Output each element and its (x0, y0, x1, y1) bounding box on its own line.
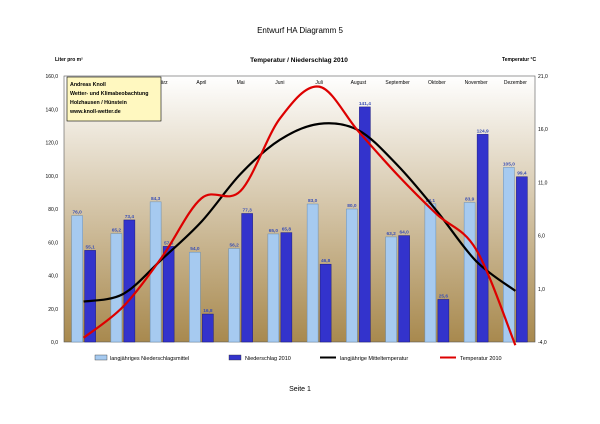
left-tick-label: 100,0 (45, 174, 58, 180)
bar-niederschlag-2010 (437, 299, 450, 343)
category-label-juni: Juni (275, 80, 284, 86)
left-tick-label: 60,0 (48, 240, 58, 246)
category-label-juli: Juli (315, 80, 323, 86)
chart-title: Temperatur / Niederschlag 2010 (250, 57, 348, 64)
bar-value-label: 57,5 (164, 240, 174, 246)
bar-value-label: 16,8 (203, 308, 213, 314)
left-tick-label: 140,0 (45, 107, 58, 113)
category-label-mai: Mai (237, 80, 245, 86)
bar-value-label: 77,3 (242, 207, 252, 213)
bar-langjaehriges-niederschlagsmittel (346, 208, 358, 343)
bar-langjaehriges-niederschlagsmittel (228, 248, 240, 343)
right-tick-label: -4,0 (538, 340, 547, 346)
bar-langjaehriges-niederschlagsmittel (71, 215, 83, 343)
bar-langjaehriges-niederschlagsmittel (306, 203, 319, 343)
category-label-oktober: Oktober (428, 80, 446, 86)
left-tick-label: 80,0 (48, 207, 58, 213)
bar-value-label: 55,1 (85, 244, 95, 250)
bar-langjaehriges-niederschlagsmittel (267, 233, 280, 343)
bar-niederschlag-2010 (123, 219, 136, 343)
bar-value-label: 124,9 (477, 128, 489, 134)
category-label-november: November (465, 80, 488, 86)
bar-value-label: 99,4 (517, 171, 527, 177)
legend-label-avg-temp: langjährige Mitteltemperatur (340, 356, 408, 362)
bar-niederschlag-2010 (202, 313, 214, 343)
bar-langjaehriges-niederschlagsmittel (503, 167, 515, 343)
bar-langjaehriges-niederschlagsmittel (463, 202, 476, 343)
document-title: Entwurf HA Diagramm 5 (257, 26, 343, 35)
line-temperatur-2010 (82, 85, 517, 346)
left-tick-label: 160,0 (45, 74, 58, 80)
bar-niederschlag-2010 (241, 213, 253, 343)
bar-value-label: 80,0 (347, 203, 357, 209)
legend-swatch-avg-precip (94, 354, 108, 361)
bar-value-label: 105,0 (503, 161, 515, 167)
bar-niederschlag-2010 (476, 134, 489, 343)
bar-niederschlag-2010 (162, 246, 175, 343)
bar-value-label: 141,4 (359, 101, 371, 107)
left-axis-label: Liter pro m² (55, 57, 83, 63)
bar-value-label: 84,3 (151, 196, 161, 202)
right-tick-label: 11,0 (538, 180, 548, 186)
right-tick-label: 6,0 (538, 234, 545, 240)
annotation-line-2: Wetter- und Klimabeobachtung (70, 91, 148, 97)
annotation-line-1: Andreas Knoll (70, 82, 106, 88)
legend: langjähriges Niederschlagsmittel Nieders… (94, 354, 502, 362)
left-tick-label: 120,0 (45, 141, 58, 147)
document-footer: Seite 1 (289, 386, 311, 393)
bar-niederschlag-2010 (84, 250, 96, 343)
annotation-line-3: Holzhausen / Hünstein (70, 100, 127, 106)
bar-value-label: 73,4 (125, 214, 135, 220)
bar-value-label: 65,8 (282, 227, 292, 233)
right-tick-label: 16,0 (538, 127, 548, 133)
bar-value-label: 83,9 (465, 197, 475, 203)
bar-niederschlag-2010 (516, 176, 528, 343)
annotation-box: Andreas Knoll Wetter- und Klimabeobachtu… (66, 76, 162, 122)
bar-value-label: 76,0 (72, 210, 82, 216)
right-axis-label: Temperatur °C (502, 57, 537, 63)
bar-niederschlag-2010 (280, 232, 293, 343)
bar-value-label: 64,0 (399, 230, 409, 236)
legend-label-precip-2010: Niederschlag 2010 (245, 356, 291, 362)
right-tick-label: 21,0 (538, 74, 548, 80)
bar-value-label: 46,8 (321, 258, 331, 264)
bar-niederschlag-2010 (319, 263, 332, 343)
bar-value-label: 25,6 (439, 293, 449, 299)
legend-swatch-precip-2010 (228, 354, 242, 361)
annotation-line-4: www.knoll-wetter.de (69, 109, 121, 115)
legend-label-temp-2010: Temperatur 2010 (460, 356, 502, 362)
bar-value-label: 83,0 (308, 198, 318, 204)
category-label-april: April (196, 80, 206, 86)
left-tick-label: 40,0 (48, 274, 58, 280)
bar-value-label: 54,0 (190, 246, 200, 252)
bar-langjaehriges-niederschlagsmittel (424, 203, 437, 343)
bar-niederschlag-2010 (398, 235, 410, 343)
bar-value-label: 65,2 (112, 228, 122, 234)
bar-langjaehriges-niederschlagsmittel (385, 236, 397, 343)
right-tick-label: 1,0 (538, 287, 545, 293)
category-label-september: September (385, 80, 410, 86)
category-label-august: August (351, 80, 367, 86)
bar-niederschlag-2010 (359, 106, 371, 343)
bar-value-label: 83,1 (426, 198, 436, 204)
left-tick-label: 0,0 (51, 340, 58, 346)
left-tick-label: 20,0 (48, 307, 58, 313)
bar-value-label: 56,2 (229, 243, 239, 249)
category-label-dezember: Dezember (504, 80, 527, 86)
bar-value-label: 63,2 (386, 231, 396, 237)
bar-value-label: 65,0 (269, 228, 279, 234)
bar-langjaehriges-niederschlagsmittel (110, 233, 123, 343)
category-label-maerz: März (157, 80, 169, 86)
legend-label-avg-precip: langjähriges Niederschlagsmittel (110, 356, 189, 362)
bar-langjaehriges-niederschlagsmittel (189, 251, 201, 343)
